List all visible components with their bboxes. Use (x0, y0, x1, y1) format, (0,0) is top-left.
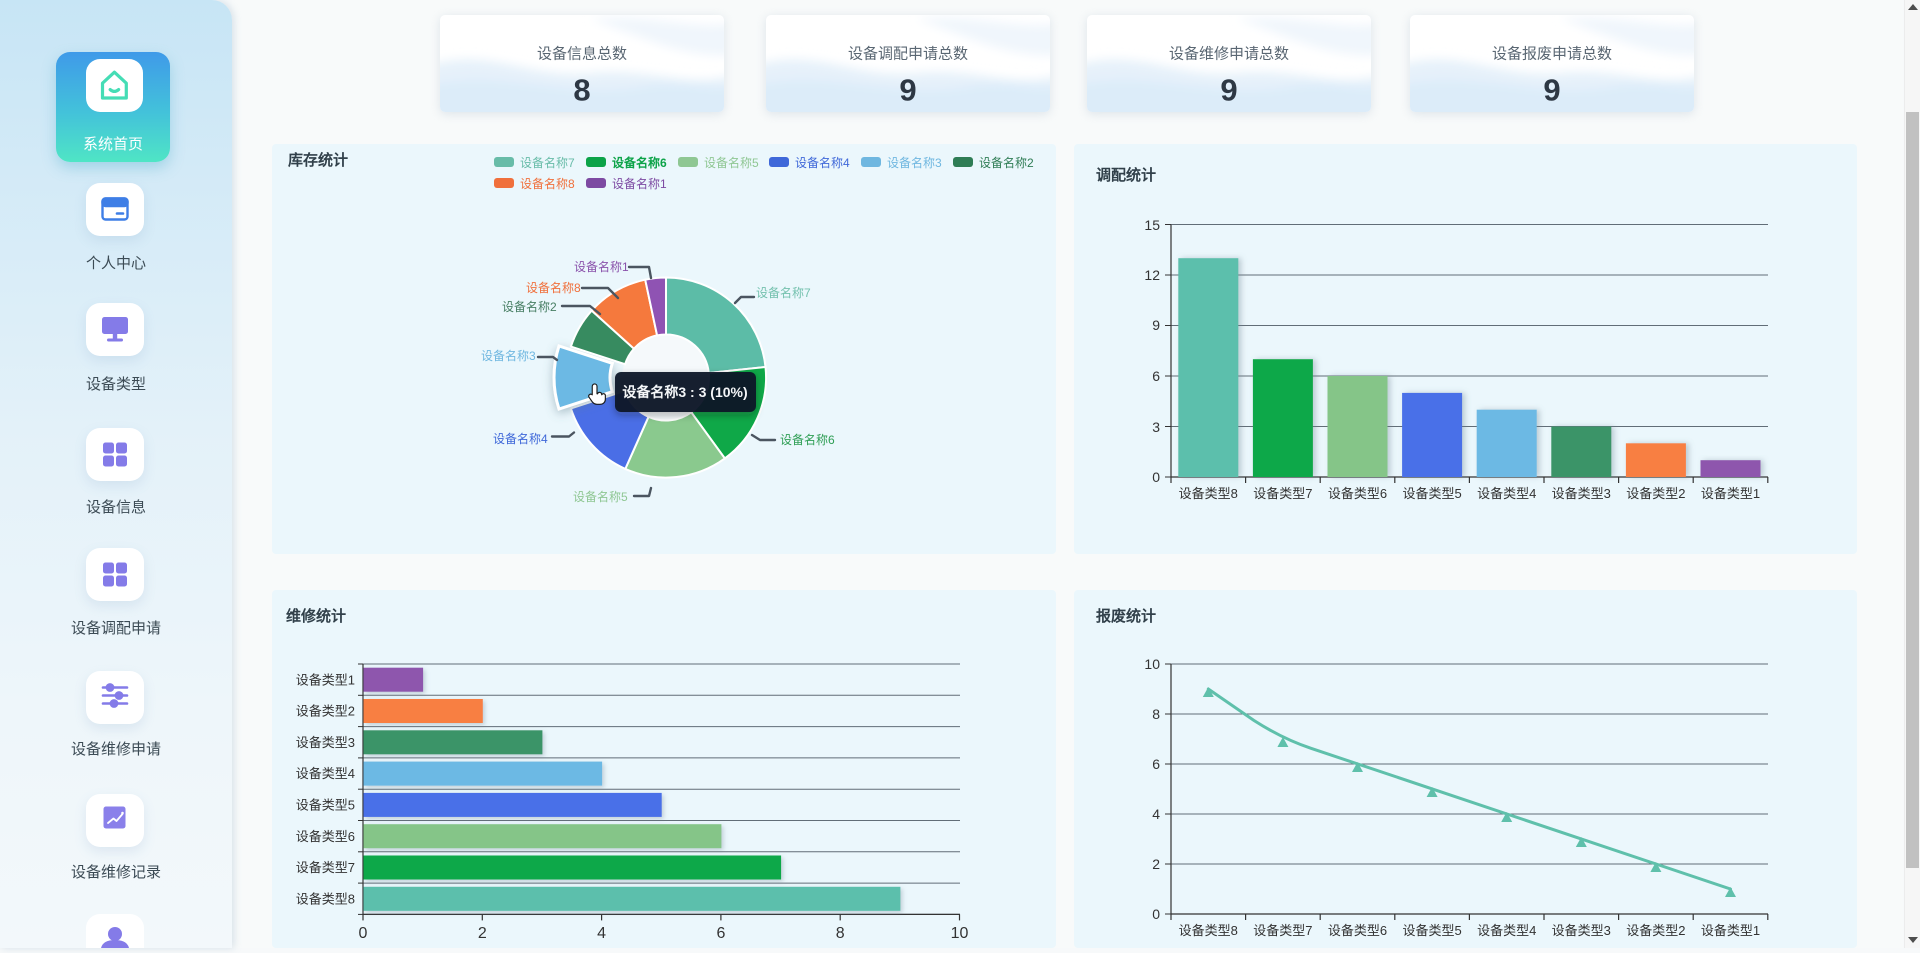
svg-text:调配统计: 调配统计 (1096, 166, 1156, 184)
svg-text:4: 4 (1152, 806, 1160, 822)
svg-text:4: 4 (597, 925, 606, 942)
svg-text:设备类型4: 设备类型4 (1477, 486, 1536, 501)
svg-text:报废统计: 报废统计 (1096, 607, 1156, 625)
svg-text:设备类型1: 设备类型1 (296, 672, 355, 687)
svg-text:设备名称3: 设备名称3 (887, 155, 942, 170)
svg-text:设备类型6: 设备类型6 (1328, 486, 1387, 501)
svg-text:10: 10 (951, 925, 969, 942)
svg-text:库存统计: 库存统计 (288, 151, 348, 169)
svg-text:9: 9 (1152, 317, 1160, 333)
svg-text:设备名称5: 设备名称5 (704, 155, 759, 170)
svg-text:设备类型4: 设备类型4 (1477, 923, 1536, 938)
svg-text:10: 10 (1144, 656, 1160, 672)
svg-text:设备类型2: 设备类型2 (1626, 923, 1685, 938)
svg-text:设备名称1: 设备名称1 (574, 259, 629, 274)
svg-text:设备类型1: 设备类型1 (1701, 486, 1760, 501)
svg-text:设备类型2: 设备类型2 (296, 704, 355, 719)
svg-text:设备名称4: 设备名称4 (795, 155, 850, 170)
svg-text:12: 12 (1144, 267, 1160, 283)
svg-text:设备名称4: 设备名称4 (493, 431, 548, 446)
svg-text:设备类型8: 设备类型8 (1179, 923, 1238, 938)
svg-text:8: 8 (1152, 706, 1160, 722)
svg-text:设备类型2: 设备类型2 (1626, 486, 1685, 501)
svg-text:15: 15 (1144, 217, 1160, 233)
svg-text:设备名称2: 设备名称2 (979, 155, 1034, 170)
svg-text:设备类型6: 设备类型6 (296, 829, 355, 844)
svg-text:6: 6 (1152, 368, 1160, 384)
svg-text:设备类型3: 设备类型3 (296, 735, 355, 750)
svg-text:设备名称7: 设备名称7 (756, 285, 811, 300)
svg-text:设备类型8: 设备类型8 (296, 891, 355, 906)
svg-text:设备名称3 : 3 (10%): 设备名称3 : 3 (10%) (622, 384, 747, 400)
svg-text:3: 3 (1152, 419, 1160, 435)
svg-text:设备类型5: 设备类型5 (1402, 486, 1461, 501)
svg-text:0: 0 (1152, 469, 1160, 485)
svg-text:设备名称3: 设备名称3 (481, 348, 536, 363)
svg-text:设备类型8: 设备类型8 (1179, 486, 1238, 501)
svg-text:设备类型4: 设备类型4 (296, 766, 355, 781)
svg-text:6: 6 (1152, 756, 1160, 772)
svg-text:设备名称8: 设备名称8 (520, 176, 575, 191)
svg-text:设备名称8: 设备名称8 (526, 280, 581, 295)
svg-text:设备名称2: 设备名称2 (502, 299, 557, 314)
svg-text:设备名称5: 设备名称5 (573, 489, 628, 504)
svg-text:设备类型1: 设备类型1 (1701, 923, 1760, 938)
svg-text:设备名称1: 设备名称1 (612, 176, 667, 191)
svg-text:8: 8 (836, 925, 845, 942)
svg-text:设备类型7: 设备类型7 (296, 860, 355, 875)
svg-text:0: 0 (359, 925, 368, 942)
svg-text:设备名称6: 设备名称6 (780, 432, 835, 447)
svg-text:设备类型5: 设备类型5 (296, 798, 355, 813)
svg-text:设备类型6: 设备类型6 (1328, 923, 1387, 938)
svg-text:设备类型3: 设备类型3 (1552, 486, 1611, 501)
svg-text:2: 2 (478, 925, 487, 942)
svg-text:设备类型7: 设备类型7 (1253, 486, 1312, 501)
svg-text:维修统计: 维修统计 (286, 607, 346, 625)
svg-text:设备名称7: 设备名称7 (520, 155, 575, 170)
svg-text:0: 0 (1152, 906, 1160, 922)
svg-text:2: 2 (1152, 856, 1160, 872)
svg-text:设备类型7: 设备类型7 (1253, 923, 1312, 938)
svg-text:6: 6 (716, 925, 725, 942)
svg-text:设备名称6: 设备名称6 (612, 155, 667, 170)
svg-text:设备类型3: 设备类型3 (1552, 923, 1611, 938)
svg-text:设备类型5: 设备类型5 (1402, 923, 1461, 938)
